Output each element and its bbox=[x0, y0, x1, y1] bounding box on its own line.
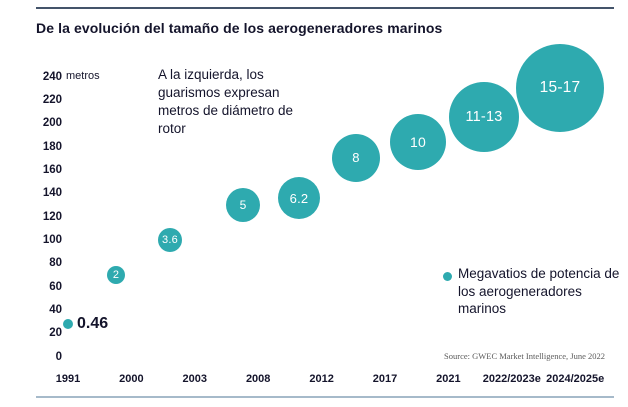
y-axis-tick: 200 bbox=[42, 117, 62, 130]
y-axis-tick: 80 bbox=[49, 257, 62, 270]
y-axis-tick: 120 bbox=[42, 210, 62, 223]
source-credit: Source: GWEC Market Intelligence, June 2… bbox=[444, 351, 605, 361]
y-axis-tick: 20 bbox=[49, 327, 62, 340]
turbine-dot bbox=[63, 319, 73, 330]
turbine-bubble: 10 bbox=[390, 114, 446, 171]
x-axis-tick: 2021 bbox=[436, 373, 461, 385]
turbine-dot-label: 0.46 bbox=[77, 315, 109, 333]
y-axis-tick: 220 bbox=[42, 93, 62, 106]
rotor-diameter-annotation: A la izquierda, los guarismos expresan m… bbox=[158, 67, 294, 136]
y-axis-tick: 0 bbox=[55, 350, 62, 363]
x-axis-tick: 2012 bbox=[309, 373, 334, 385]
y-axis-tick: 100 bbox=[42, 233, 62, 246]
x-axis-tick: 2008 bbox=[245, 373, 271, 385]
turbine-bubble: 5 bbox=[226, 188, 260, 223]
y-axis-tick: 240 bbox=[42, 70, 62, 83]
x-axis-tick: 2022/2023e bbox=[482, 373, 541, 385]
x-axis-tick: 2017 bbox=[372, 373, 398, 385]
x-axis-tick: 2003 bbox=[182, 373, 208, 385]
x-axis-tick: 2000 bbox=[119, 373, 144, 385]
legend-dot-icon bbox=[443, 272, 452, 281]
legend-label: Megavatios de potencia de los aerogenera… bbox=[458, 266, 620, 317]
chart-title: De la evolución del tamaño de los aeroge… bbox=[36, 20, 443, 36]
top-rule bbox=[36, 7, 614, 9]
y-axis-tick: 160 bbox=[42, 163, 62, 176]
y-axis-tick: 60 bbox=[49, 280, 62, 293]
y-axis-tick: 40 bbox=[49, 303, 62, 316]
x-axis-tick: 2024/2025e bbox=[546, 373, 605, 385]
bottom-rule bbox=[36, 396, 614, 398]
turbine-bubble: 2 bbox=[107, 266, 125, 285]
x-axis-tick: 1991 bbox=[55, 373, 81, 385]
turbine-bubble: 15-17 bbox=[516, 43, 604, 132]
turbine-bubble: 3.6 bbox=[158, 228, 182, 253]
y-axis-tick: 140 bbox=[42, 187, 62, 200]
turbine-bubble: 6.2 bbox=[278, 177, 320, 220]
y-axis-unit-label: metros bbox=[66, 70, 100, 82]
turbine-bubble: 11-13 bbox=[449, 81, 519, 152]
y-axis-tick: 180 bbox=[42, 140, 62, 153]
turbine-bubble: 8 bbox=[332, 133, 380, 182]
